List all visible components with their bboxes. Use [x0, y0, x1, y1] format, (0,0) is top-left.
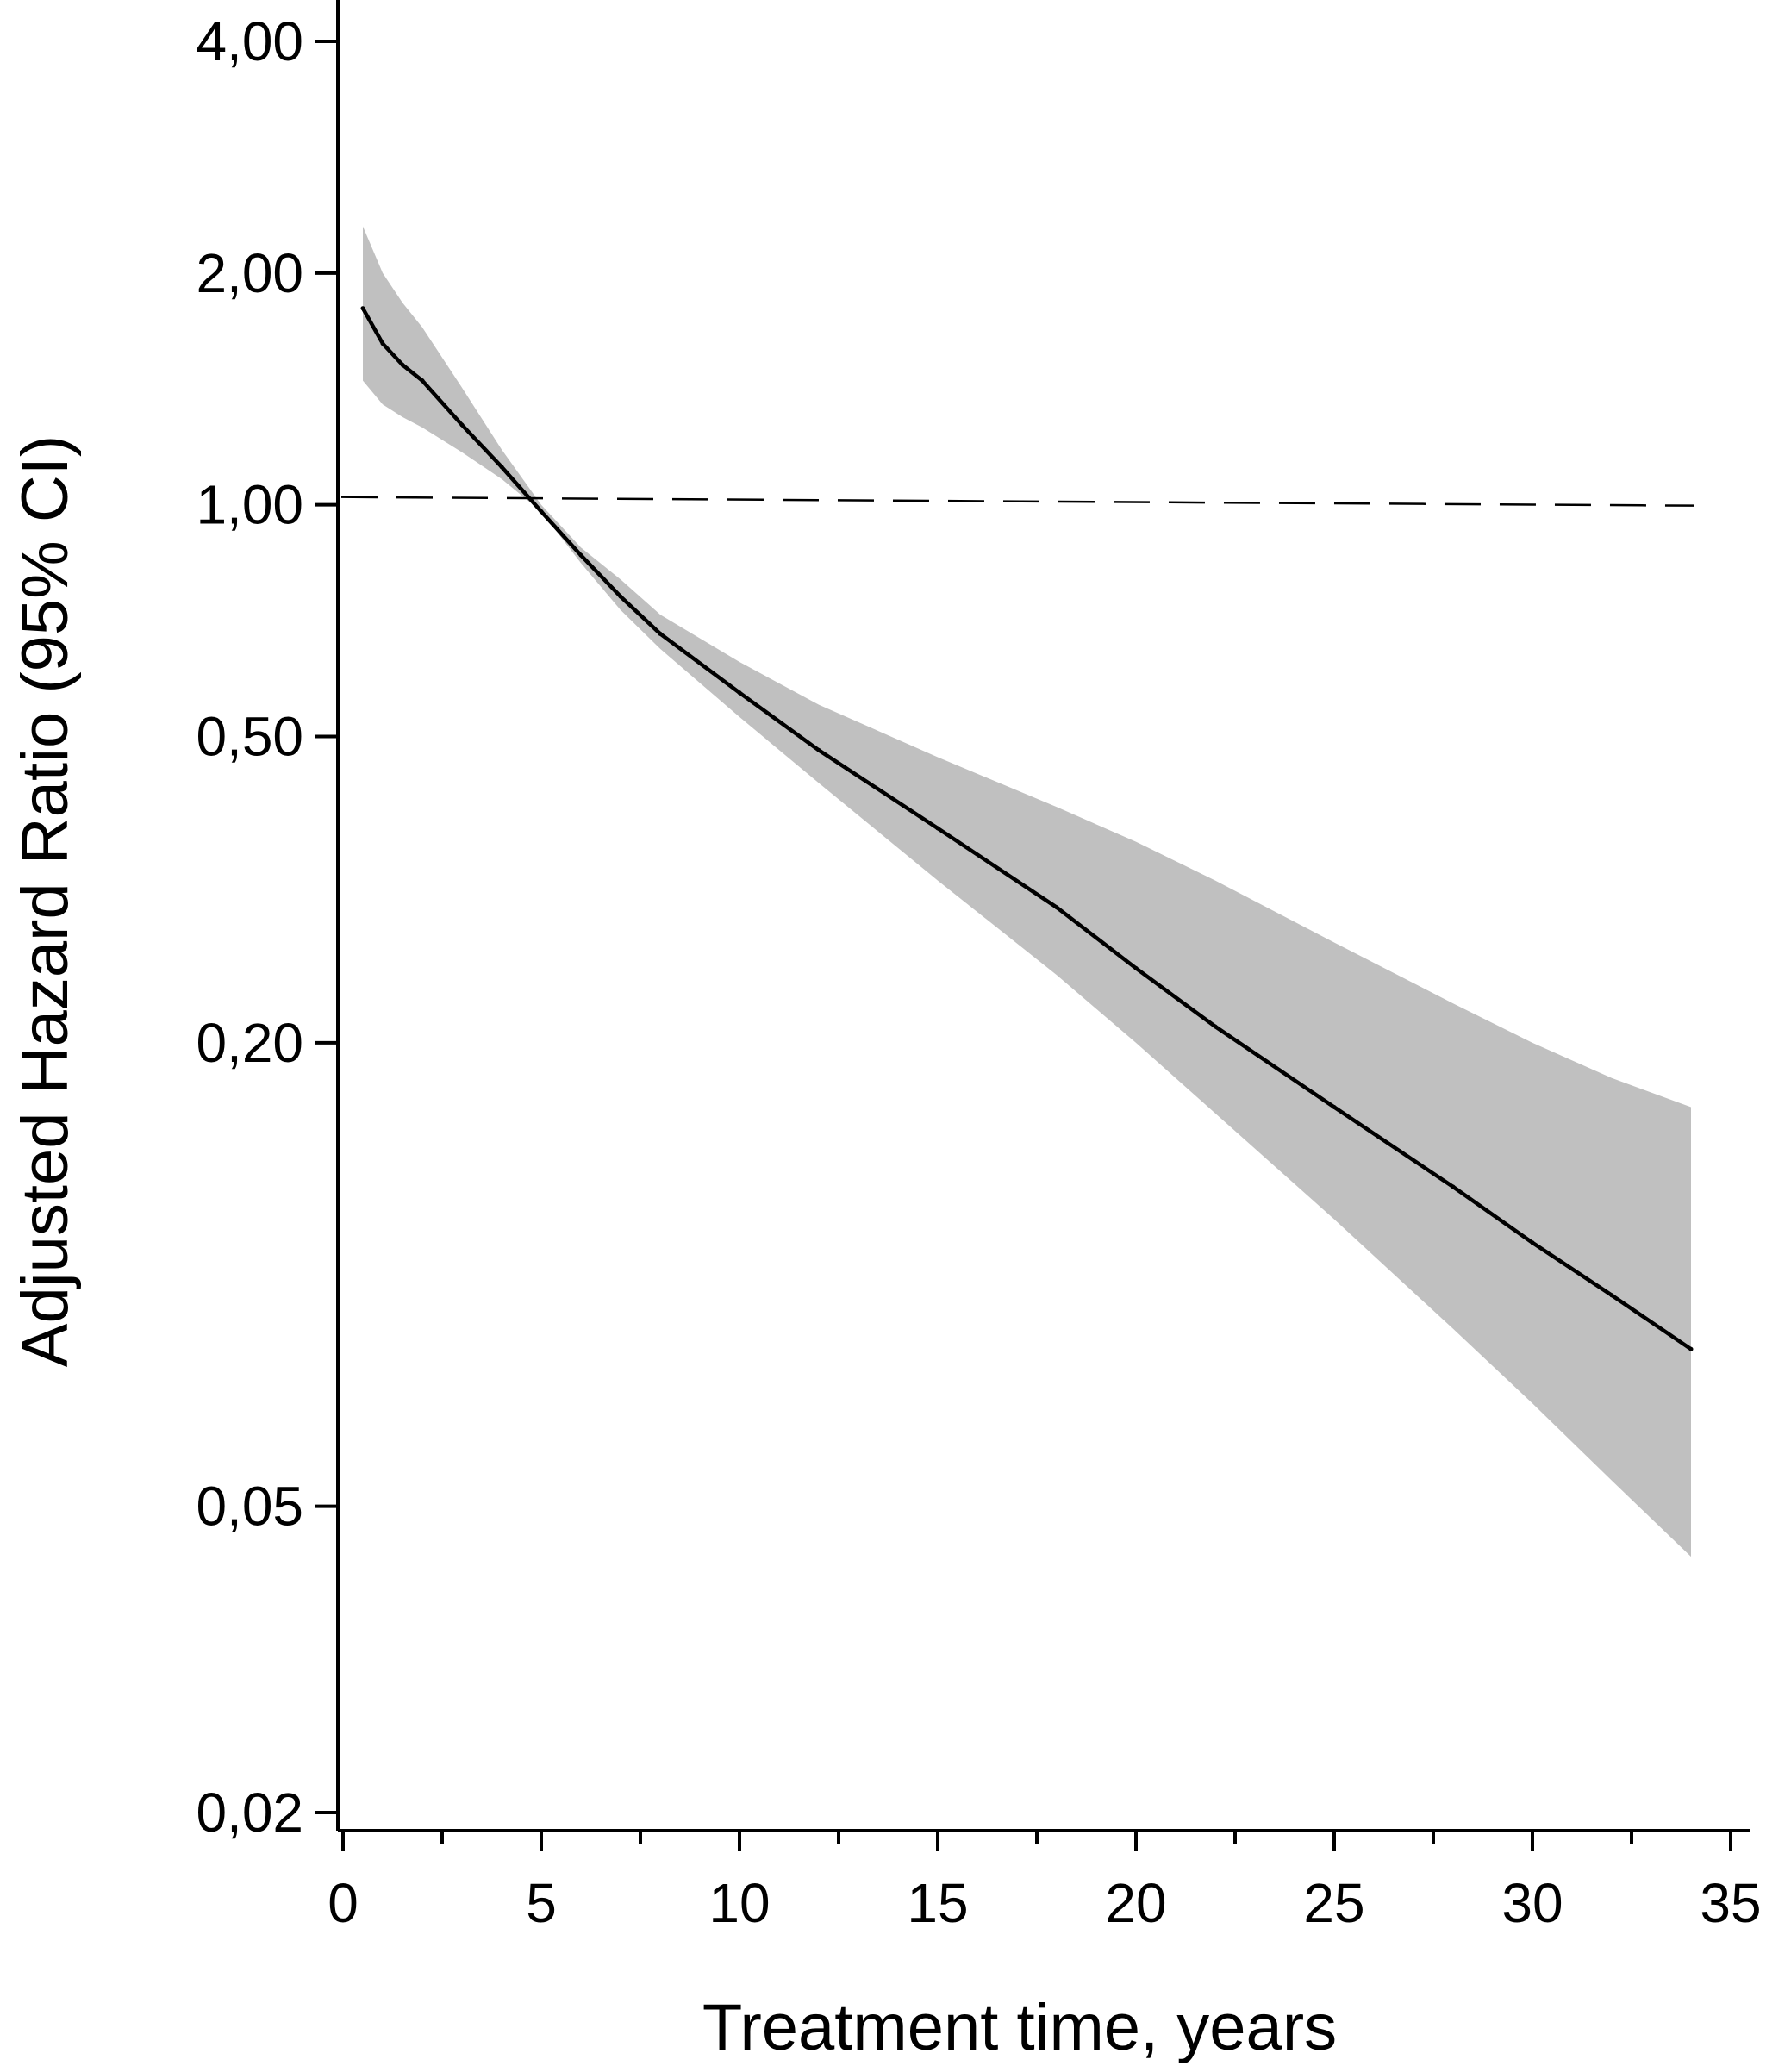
x-tick-label: 15 — [907, 1872, 968, 1934]
y-axis-title: Adjusted Hazard Ratio (95% CI) — [9, 435, 82, 1367]
hazard-ratio-point — [578, 552, 583, 558]
hazard-ratio-point — [360, 306, 365, 311]
hazard-ratio-point — [1688, 1346, 1694, 1351]
y-tick-label: 1,00 — [196, 474, 303, 536]
hazard-ratio-point — [1609, 1293, 1614, 1298]
hazard-ratio-point — [1054, 905, 1059, 910]
y-tick-label: 4,00 — [196, 10, 303, 72]
hazard-ratio-point — [1530, 1240, 1535, 1245]
hazard-ratio-point — [737, 690, 742, 696]
hazard-ratio-point — [1332, 1105, 1337, 1109]
axes — [315, 0, 1750, 1851]
x-tick-label: 0 — [328, 1872, 359, 1934]
hazard-ratio-point — [1133, 965, 1139, 970]
axis-labels: 0,02 0,05 0,20 0,50 1,00 2,00 4,00 0 5 10 15 20 25 30… — [9, 10, 1762, 2064]
hazard-ratio-point — [400, 362, 405, 367]
hazard-ratio-point — [816, 747, 821, 752]
reference-line-layer — [340, 496, 1695, 507]
x-tick-label: 20 — [1105, 1872, 1166, 1934]
y-tick-label: 2,00 — [196, 242, 303, 304]
x-tick-label: 5 — [526, 1872, 557, 1934]
hazard-line-layer — [360, 306, 1694, 1351]
hazard-ratio-point — [420, 378, 425, 384]
ci-band-layer — [363, 226, 1691, 1557]
hazard-ratio-point — [1451, 1184, 1456, 1189]
hazard-ratio-point — [459, 422, 465, 428]
reference-line — [340, 496, 1695, 507]
x-tick-label: 10 — [708, 1872, 770, 1934]
x-tick-label: 30 — [1501, 1872, 1563, 1934]
y-tick-label: 0,50 — [196, 706, 303, 768]
hazard-ratio-point — [618, 594, 623, 599]
x-tick-label: 25 — [1303, 1872, 1364, 1934]
hazard-ratio-point — [539, 509, 544, 514]
y-tick-label: 0,20 — [196, 1012, 303, 1074]
x-tick-label: 35 — [1700, 1872, 1761, 1934]
hazard-ratio-point — [935, 826, 940, 831]
confidence-interval-band — [363, 226, 1691, 1557]
hazard-ratio-point — [1213, 1024, 1218, 1029]
hazard-ratio-point — [499, 465, 504, 470]
y-tick-label: 0,05 — [196, 1476, 303, 1538]
hazard-ratio-point — [380, 341, 385, 346]
y-tick-label: 0,02 — [196, 1782, 303, 1844]
x-axis-title: Treatment time, years — [702, 1991, 1337, 2064]
hazard-ratio-point — [658, 631, 663, 636]
